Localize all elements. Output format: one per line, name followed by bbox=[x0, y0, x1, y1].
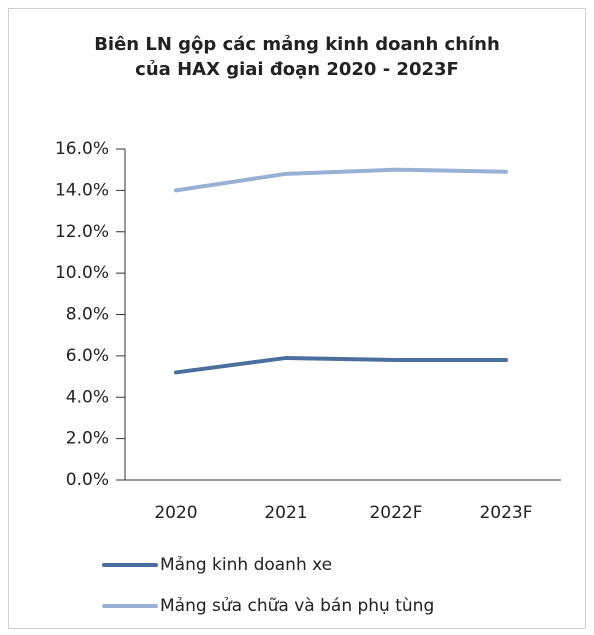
x-tick-label: 2022F bbox=[369, 503, 422, 523]
y-tick-label: 8.0% bbox=[66, 305, 109, 325]
series-line bbox=[174, 167, 508, 193]
y-tick-label: 14.0% bbox=[55, 180, 109, 200]
legend-label: Mảng sửa chữa và bán phụ tùng bbox=[160, 596, 434, 616]
x-tick-label: 2020 bbox=[154, 503, 197, 523]
x-tick-label: 2023F bbox=[479, 503, 532, 523]
y-tick-label: 10.0% bbox=[55, 263, 109, 283]
chart-title: Biên LN gộp các mảng kinh doanh chính củ… bbox=[94, 34, 500, 80]
legend-label: Mảng kinh doanh xe bbox=[160, 555, 332, 575]
y-tick-label: 4.0% bbox=[66, 387, 109, 407]
chart-frame bbox=[8, 8, 586, 629]
y-tick-label: 0.0% bbox=[66, 470, 109, 490]
y-tick-label: 12.0% bbox=[55, 222, 109, 242]
x-tick-label: 2021 bbox=[264, 503, 307, 523]
y-tick-label: 2.0% bbox=[66, 429, 109, 449]
series-line bbox=[174, 355, 508, 375]
y-tick-label: 16.0% bbox=[55, 139, 109, 159]
y-tick-label: 6.0% bbox=[66, 346, 109, 366]
